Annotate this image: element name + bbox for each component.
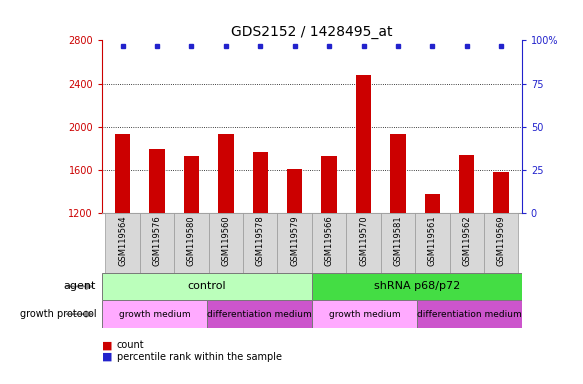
Bar: [115, 134, 131, 213]
Text: growth medium: growth medium: [119, 310, 190, 319]
Bar: [102, 273, 312, 300]
Text: GSM119562: GSM119562: [462, 215, 471, 265]
Bar: [174, 213, 209, 273]
Bar: [278, 213, 312, 273]
Bar: [424, 194, 440, 213]
Text: GSM119564: GSM119564: [118, 215, 127, 265]
Bar: [287, 169, 303, 213]
Text: count: count: [117, 340, 144, 350]
Bar: [106, 213, 140, 273]
Bar: [415, 213, 449, 273]
Bar: [449, 213, 484, 273]
Text: ■: ■: [102, 340, 113, 350]
Bar: [312, 273, 522, 300]
Text: GSM119579: GSM119579: [290, 215, 299, 265]
Text: GSM119560: GSM119560: [222, 215, 230, 265]
Bar: [312, 300, 417, 328]
Bar: [390, 134, 406, 213]
Bar: [184, 156, 199, 213]
Bar: [243, 213, 278, 273]
Text: control: control: [188, 281, 226, 291]
Bar: [207, 300, 312, 328]
Text: GSM119580: GSM119580: [187, 215, 196, 265]
Text: GSM119561: GSM119561: [428, 215, 437, 265]
Text: ■: ■: [102, 352, 113, 362]
Text: differentiation medium: differentiation medium: [417, 310, 522, 319]
Bar: [321, 156, 337, 213]
Bar: [102, 300, 207, 328]
Text: GSM119569: GSM119569: [497, 215, 505, 265]
Text: growth protocol: growth protocol: [20, 309, 96, 319]
Bar: [218, 134, 234, 213]
Text: GSM119576: GSM119576: [153, 215, 161, 266]
Bar: [252, 152, 268, 213]
Text: growth medium: growth medium: [329, 310, 400, 319]
Text: GSM119581: GSM119581: [394, 215, 402, 265]
Text: GSM119578: GSM119578: [256, 215, 265, 266]
Text: shRNA p68/p72: shRNA p68/p72: [374, 281, 460, 291]
Text: GSM119566: GSM119566: [325, 215, 333, 266]
Text: differentiation medium: differentiation medium: [207, 310, 312, 319]
Bar: [484, 213, 518, 273]
Title: GDS2152 / 1428495_at: GDS2152 / 1428495_at: [231, 25, 393, 39]
Text: GSM119570: GSM119570: [359, 215, 368, 265]
Bar: [417, 300, 522, 328]
Bar: [312, 213, 346, 273]
Bar: [493, 172, 509, 213]
Text: percentile rank within the sample: percentile rank within the sample: [117, 352, 282, 362]
Text: agent: agent: [64, 281, 96, 291]
Bar: [140, 213, 174, 273]
Bar: [209, 213, 243, 273]
Bar: [459, 155, 475, 213]
Bar: [149, 149, 165, 213]
Bar: [381, 213, 415, 273]
Bar: [356, 75, 371, 213]
Bar: [346, 213, 381, 273]
